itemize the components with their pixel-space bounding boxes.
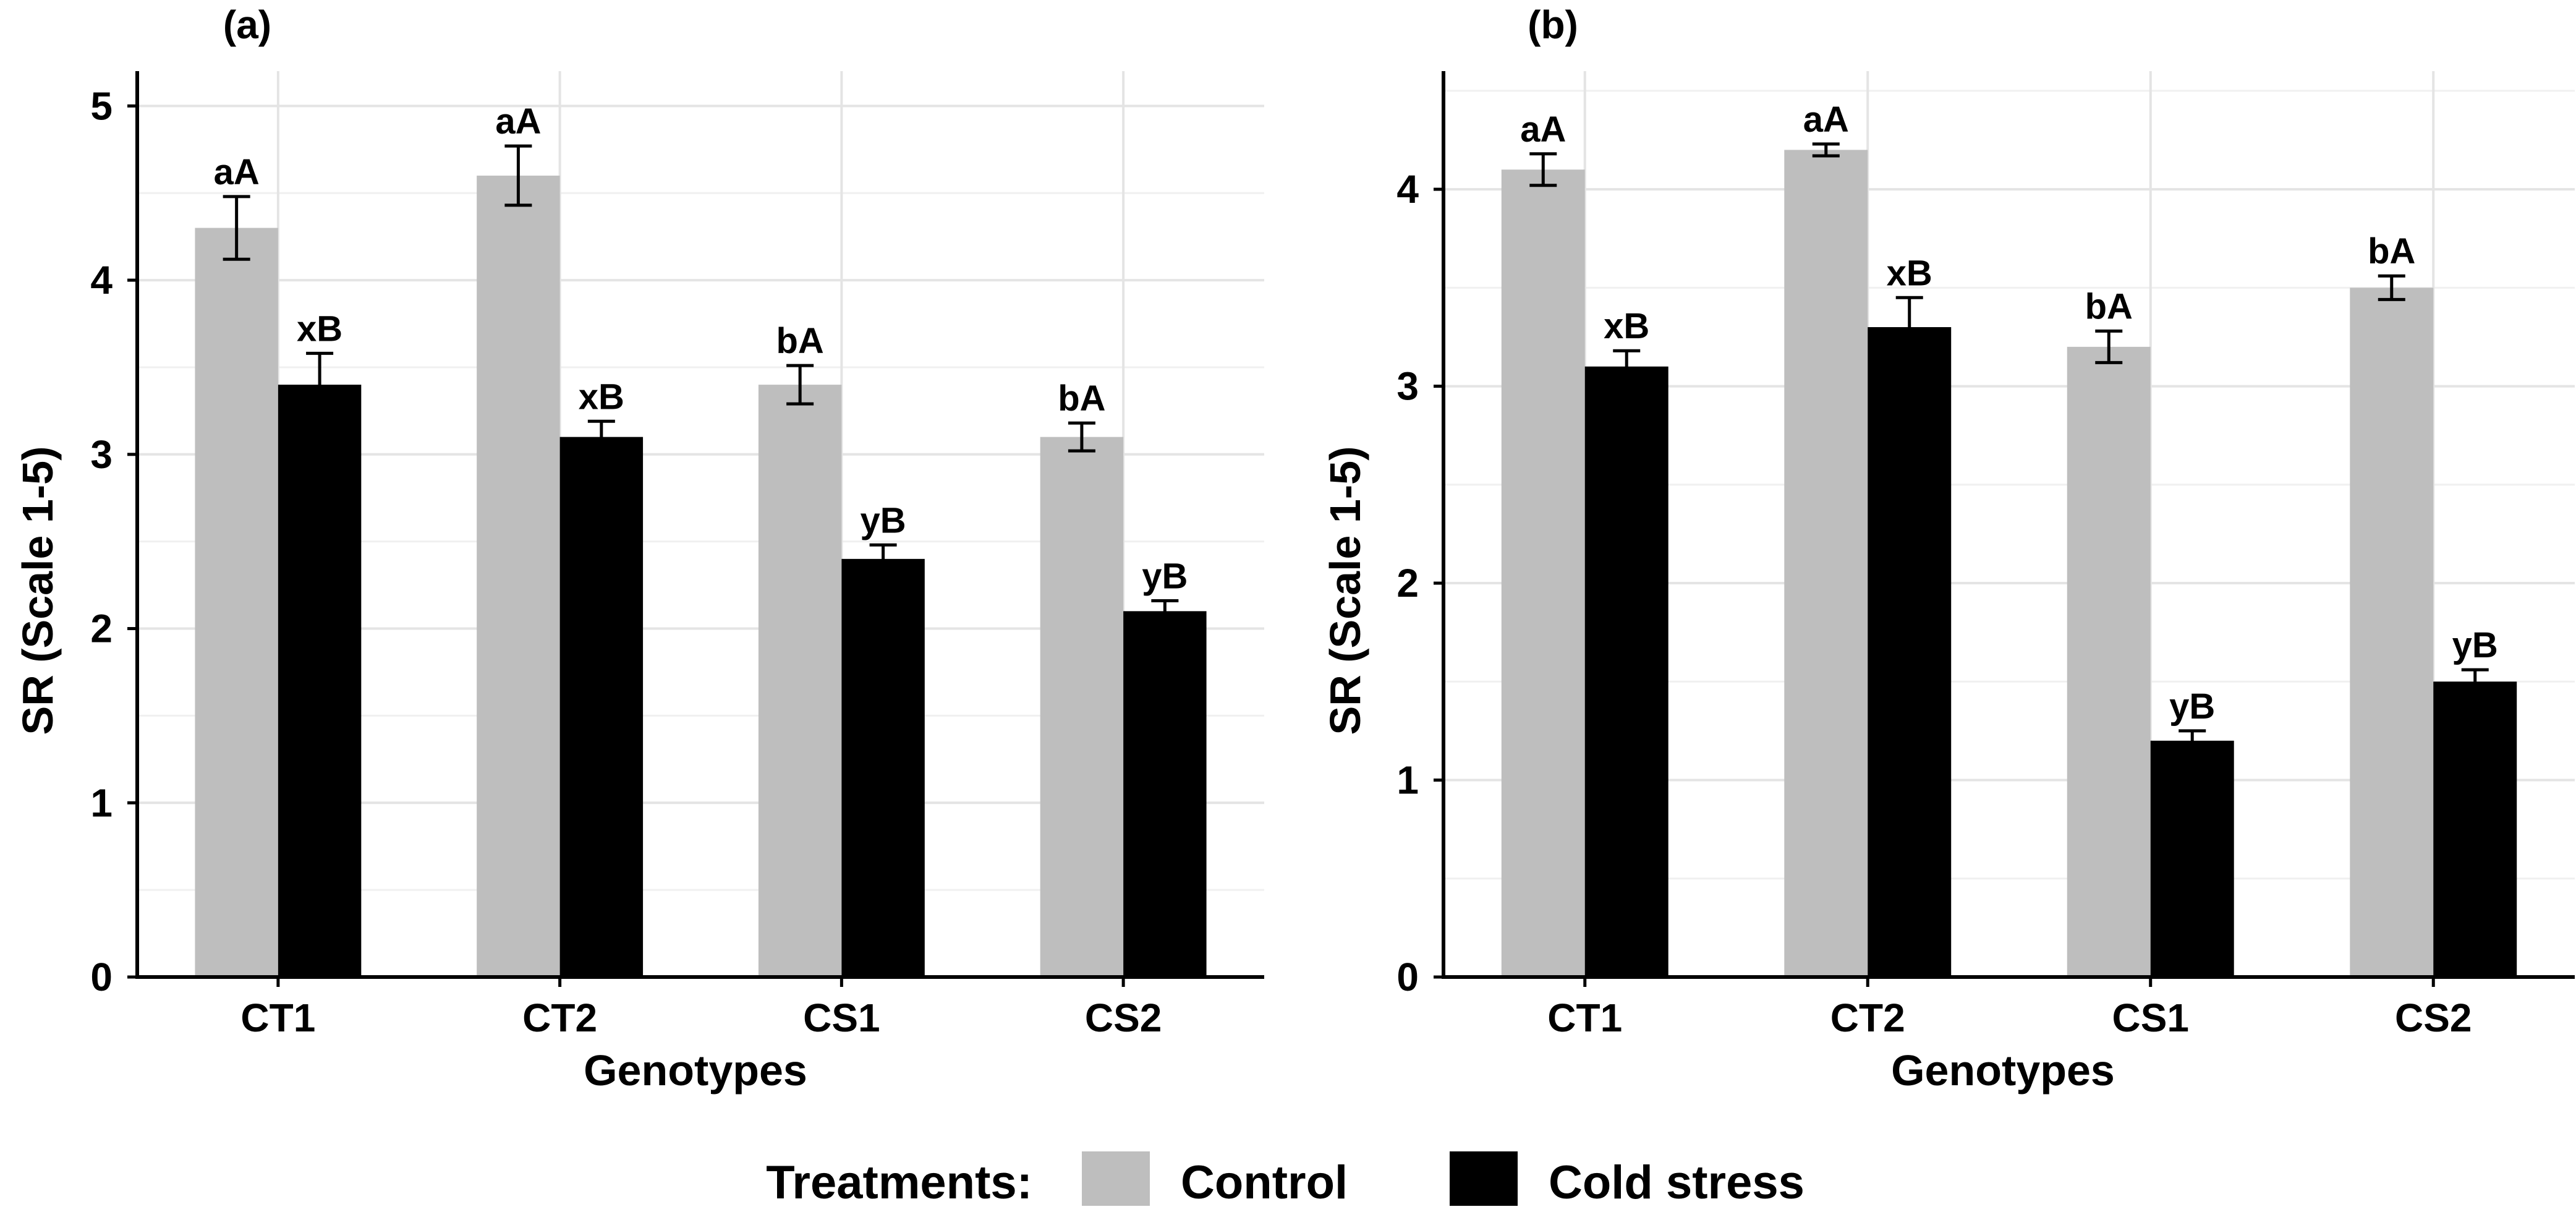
panel-a-sig-label: aA [214, 152, 260, 192]
panel-b-sig-label: bA [2085, 286, 2133, 326]
panel-a-x-tick-label-cs2: CS2 [1085, 996, 1162, 1040]
panel-a-title: (a) [223, 2, 271, 47]
panel-a-y-tick-label: 0 [90, 955, 113, 999]
panel-a-error-bar-cold-stress-ct1 [306, 351, 334, 418]
panel-b-x-tick-label-ct2: CT2 [1830, 996, 1905, 1040]
panel-a-y-tick-label: 2 [90, 607, 113, 651]
panel-b-error-bar-control-ct1 [1529, 152, 1557, 187]
panel-a-sig-label: yB [1142, 556, 1188, 596]
panel-a-bar-control-ct1 [195, 228, 278, 978]
panel-b-y-tick-label: 0 [1396, 955, 1419, 999]
panel-b-bar-cold-stress-ct1 [1584, 366, 1668, 977]
panel-a-sig-label: aA [495, 101, 541, 142]
legend-label-cold-stress: Cold stress [1549, 1156, 1804, 1209]
panel-b-title: (b) [1528, 2, 1578, 47]
panel-a-bar-control-cs1 [758, 385, 842, 977]
panel-a-y-tick-label: 3 [90, 432, 113, 477]
panel-b-x-tick-label-cs1: CS1 [2112, 996, 2190, 1040]
panel-b-sig-label: aA [1803, 100, 1849, 140]
panel-b-bar-cold-stress-ct2 [1868, 327, 1952, 977]
panel-b-bar-control-ct2 [1784, 150, 1868, 977]
panel-a-sig-label: xB [579, 377, 624, 417]
panel-b-bar-control-cs1 [2067, 346, 2151, 977]
panel-a-x-tick-label-cs1: CS1 [803, 996, 880, 1040]
panel-b-sig-label: yB [2452, 625, 2498, 665]
panel-b-plot-area: aA xB CT1 aA xB CT2 bA yB CS1 bA yB CS2 0 1 2 3 4 [1396, 71, 2575, 1040]
panel-a-y-tick-label: 5 [90, 83, 113, 128]
panel-b-error-bar-control-cs2 [2378, 274, 2405, 301]
panel-b-sig-label: bA [2368, 231, 2415, 271]
legend-swatch-control [1082, 1151, 1150, 1206]
panel-b-y-tick-label: 2 [1396, 561, 1419, 605]
legend-swatch-cold-stress [1450, 1151, 1518, 1206]
panel-b-error-bar-cold-stress-cs1 [2179, 729, 2206, 753]
panel-a-sig-label: yB [861, 500, 906, 540]
panel-a-bar-cold-stress-ct2 [559, 437, 644, 977]
panel-b-x-axis-title: Genotypes [1891, 1046, 2115, 1095]
panel-a-error-bar-cold-stress-cs2 [1151, 599, 1179, 623]
panel-a-x-axis-title: Genotypes [584, 1046, 807, 1095]
panel-b: aA xB CT1 aA xB CT2 bA yB CS1 bA yB CS2 0 1 2 3 4 (b) Ge… [1321, 2, 2575, 1095]
panel-a-x-tick-label-ct1: CT1 [240, 996, 315, 1040]
panel-a-plot-area: aA xB CT1 aA xB CT2 bA yB CS1 bA yB CS2 0 1 2 3 4 5 [90, 71, 1264, 1040]
panel-b-sig-label: xB [1604, 306, 1649, 346]
panel-b-bar-control-cs2 [2350, 288, 2434, 978]
panel-a-y-tick-label: 4 [90, 258, 113, 302]
panel-b-sig-label: aA [1520, 109, 1566, 150]
panel-b-y-axis-title: SR (Scale 1-5) [1321, 446, 1369, 735]
panel-a-x-tick-label-ct2: CT2 [522, 996, 597, 1040]
panel-b-x-tick-label-ct1: CT1 [1547, 996, 1622, 1040]
panel-a-error-bar-control-ct1 [223, 195, 250, 261]
panel-a-y-axis-title: SR (Scale 1-5) [14, 446, 62, 735]
panel-b-x-tick-label-cs2: CS2 [2395, 996, 2472, 1040]
panel-a-sig-label: bA [1058, 378, 1105, 419]
panel-b-y-tick-label: 4 [1396, 167, 1419, 211]
panel-a-sig-label: bA [776, 321, 823, 361]
panel-a-bar-cold-stress-cs2 [1123, 611, 1207, 977]
legend-label-control: Control [1181, 1156, 1348, 1209]
panel-b-bar-cold-stress-cs2 [2433, 681, 2517, 977]
panel-a-error-bar-cold-stress-ct2 [587, 419, 615, 454]
panel-b-error-bar-control-ct2 [1812, 142, 1840, 158]
legend: Treatments: Control Cold stress [766, 1151, 1804, 1209]
panel-a-bar-control-ct2 [477, 176, 560, 977]
panel-a-bar-cold-stress-cs1 [841, 558, 925, 977]
panel-b-error-bar-control-cs1 [2095, 329, 2123, 364]
panel-a-y-tick-label: 1 [90, 780, 113, 825]
panel-a-error-bar-control-cs1 [786, 364, 814, 406]
panel-a-sig-label: xB [297, 309, 342, 349]
panel-a-error-bar-cold-stress-cs1 [869, 543, 897, 574]
panel-b-sig-label: xB [1887, 253, 1932, 293]
panel-a-bar-control-cs2 [1040, 437, 1124, 977]
panel-b-y-tick-label: 1 [1396, 758, 1419, 803]
panel-b-bar-control-ct1 [1501, 169, 1585, 977]
panel-b-error-bar-cold-stress-ct2 [1895, 296, 1923, 359]
panel-a-bar-cold-stress-ct1 [278, 385, 362, 977]
panel-b-sig-label: yB [2169, 686, 2215, 727]
panel-b-error-bar-cold-stress-ct1 [1613, 349, 1641, 384]
panel-b-y-tick-label: 3 [1396, 364, 1419, 409]
panel-a-error-bar-control-cs2 [1068, 421, 1095, 453]
legend-title: Treatments: [766, 1156, 1032, 1209]
panel-a: aA xB CT1 aA xB CT2 bA yB CS1 bA yB CS2 0 1 2 3 4 5 (a) G… [14, 2, 1264, 1095]
panel-b-error-bar-cold-stress-cs2 [2461, 668, 2489, 695]
panel-a-error-bar-control-ct2 [504, 144, 532, 207]
panel-b-bar-cold-stress-cs1 [2150, 740, 2234, 977]
